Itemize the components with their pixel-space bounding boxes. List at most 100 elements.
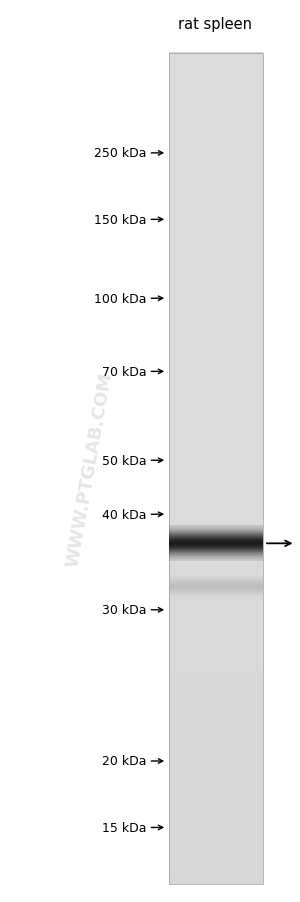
Bar: [169, 357, 262, 365]
Bar: [169, 392, 262, 400]
Bar: [169, 81, 262, 88]
Bar: [169, 489, 262, 497]
Bar: [169, 565, 262, 573]
Bar: [169, 662, 262, 669]
Bar: [169, 717, 262, 725]
Bar: [169, 330, 262, 337]
Bar: [169, 399, 262, 407]
Bar: [169, 219, 262, 227]
Bar: [169, 724, 262, 732]
Bar: [169, 689, 262, 697]
Bar: [169, 855, 262, 863]
Bar: [169, 551, 262, 559]
Text: rat spleen: rat spleen: [178, 17, 251, 32]
Bar: [169, 793, 262, 801]
Bar: [169, 60, 262, 68]
Bar: [169, 621, 262, 628]
Bar: [169, 814, 262, 822]
Bar: [169, 123, 262, 130]
Bar: [169, 274, 262, 282]
Bar: [169, 828, 262, 835]
Bar: [169, 668, 262, 676]
Bar: [169, 447, 262, 456]
Bar: [169, 455, 262, 462]
Bar: [169, 143, 262, 151]
Bar: [169, 336, 262, 345]
Bar: [169, 482, 262, 490]
Bar: [169, 170, 262, 179]
Bar: [169, 212, 262, 220]
Bar: [169, 627, 262, 635]
Bar: [169, 502, 262, 511]
Bar: [169, 427, 262, 435]
Bar: [169, 641, 262, 649]
Text: 40 kDa: 40 kDa: [103, 508, 147, 521]
Bar: [169, 74, 262, 82]
Bar: [169, 648, 262, 656]
Bar: [169, 751, 262, 759]
Bar: [169, 870, 262, 877]
Bar: [169, 302, 262, 310]
Bar: [169, 579, 262, 586]
Bar: [169, 585, 262, 594]
Bar: [169, 572, 262, 580]
Bar: [169, 468, 262, 476]
Bar: [169, 102, 262, 109]
Bar: [169, 351, 262, 358]
Bar: [169, 378, 262, 386]
Bar: [169, 807, 262, 815]
Bar: [169, 530, 262, 538]
Bar: [169, 247, 262, 254]
Bar: [169, 344, 262, 352]
Bar: [169, 206, 262, 213]
Bar: [169, 136, 262, 144]
Bar: [169, 191, 262, 199]
Bar: [169, 108, 262, 116]
Text: 100 kDa: 100 kDa: [94, 292, 147, 306]
Bar: [169, 268, 262, 275]
Bar: [169, 185, 262, 192]
Bar: [169, 787, 262, 794]
Bar: [169, 316, 262, 324]
Bar: [169, 289, 262, 296]
Text: WWW.PTGLAB.COM: WWW.PTGLAB.COM: [64, 371, 116, 567]
Bar: [169, 834, 262, 842]
Bar: [169, 157, 262, 165]
Bar: [169, 800, 262, 808]
Bar: [169, 53, 262, 61]
Bar: [169, 606, 262, 614]
Bar: [169, 115, 262, 124]
Bar: [169, 281, 262, 290]
Text: 15 kDa: 15 kDa: [103, 821, 147, 834]
Bar: [169, 517, 262, 524]
Bar: [169, 593, 262, 601]
Bar: [169, 253, 262, 262]
Bar: [169, 129, 262, 137]
Bar: [169, 821, 262, 829]
Text: 50 kDa: 50 kDa: [102, 455, 147, 467]
Bar: [169, 164, 262, 171]
Bar: [169, 683, 262, 690]
Bar: [169, 849, 262, 856]
Bar: [169, 323, 262, 331]
Text: 150 kDa: 150 kDa: [94, 214, 147, 226]
Bar: [169, 600, 262, 607]
Bar: [169, 766, 262, 773]
Bar: [169, 295, 262, 303]
Bar: [169, 434, 262, 441]
Text: 70 kDa: 70 kDa: [102, 365, 147, 379]
Bar: [169, 198, 262, 207]
Bar: [169, 745, 262, 752]
Text: 250 kDa: 250 kDa: [94, 147, 147, 161]
Text: 20 kDa: 20 kDa: [103, 755, 147, 768]
Bar: [169, 150, 262, 158]
Bar: [169, 87, 262, 96]
Bar: [169, 696, 262, 704]
Bar: [169, 558, 262, 566]
Bar: [169, 226, 262, 234]
Bar: [169, 676, 262, 684]
Bar: [169, 54, 262, 884]
Bar: [169, 510, 262, 518]
Bar: [169, 240, 262, 248]
Bar: [169, 544, 262, 552]
